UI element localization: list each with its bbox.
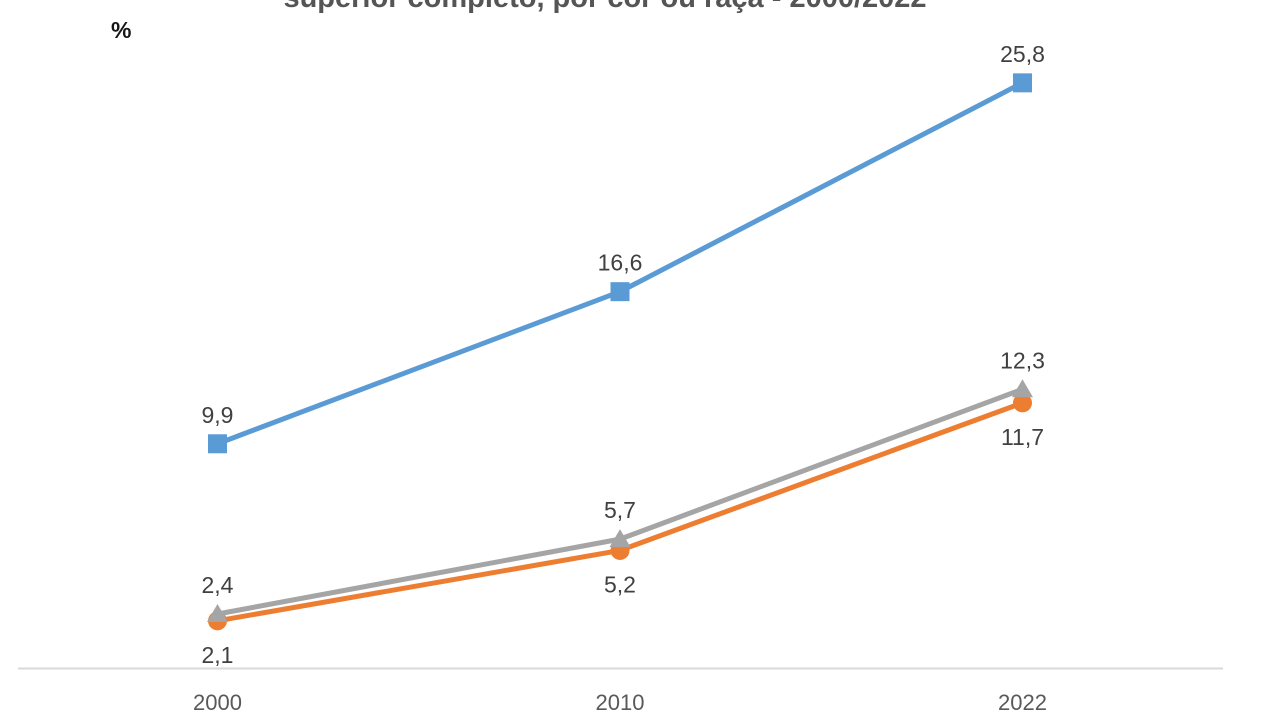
y-axis-unit-label: %: [111, 17, 132, 43]
x-axis-tick-2022: 2022: [998, 690, 1047, 715]
chart-title: superior completo, por cor ou raça - 200…: [283, 0, 926, 13]
data-label: 12,3: [1000, 347, 1045, 373]
gray-triangle-series-marker-triangle: [1012, 379, 1033, 398]
x-axis-tick-2010: 2010: [596, 690, 645, 715]
data-label: 2,4: [202, 572, 234, 598]
orange-circle-series-marker-circle: [1013, 393, 1032, 413]
data-label: 5,7: [604, 497, 636, 523]
data-label: 2,1: [202, 642, 234, 668]
blue-square-series-marker-square: [208, 434, 227, 454]
gray-triangle-series-marker-triangle: [207, 604, 228, 623]
blue-square-series-marker-square: [610, 282, 630, 302]
x-axis-tick-2000: 2000: [193, 690, 242, 715]
data-label: 11,7: [1001, 424, 1044, 450]
data-label: 16,6: [598, 250, 643, 276]
gray-triangle-series-marker-triangle: [609, 529, 631, 548]
data-label: 5,2: [604, 571, 636, 597]
data-label: 9,9: [202, 402, 234, 428]
blue-square-series-marker-square: [1013, 73, 1032, 93]
data-label: 25,8: [1000, 41, 1045, 67]
